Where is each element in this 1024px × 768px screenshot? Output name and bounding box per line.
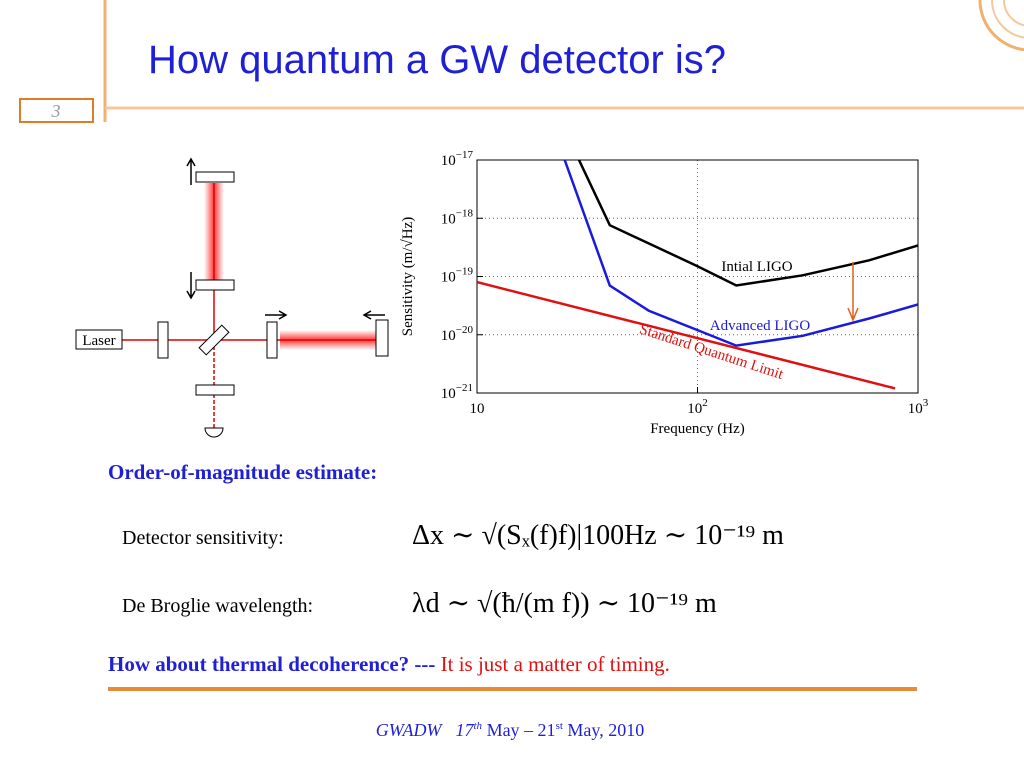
tick-label-exp: −18 — [456, 207, 474, 219]
question-text: How about thermal decoherence? --- — [108, 652, 435, 676]
tick-label-base: 10 — [441, 270, 456, 286]
question-answer: It is just a matter of timing. — [441, 652, 670, 676]
row-label: Detector sensitivity: — [122, 527, 284, 549]
series-line — [563, 160, 918, 347]
series-line — [577, 160, 918, 287]
series-label: Advanced LIGO — [710, 318, 811, 334]
tick-label-exp: −19 — [456, 266, 474, 278]
interferometer-diagram — [75, 157, 389, 438]
tick-label-exp: −20 — [456, 324, 474, 336]
row-label: De Broglie wavelength: — [122, 595, 313, 617]
tick-label-base: 10 — [441, 153, 456, 169]
footer-text: th — [474, 720, 483, 732]
tick-label-base: 10 — [441, 328, 456, 344]
laser-label: Laser — [82, 333, 115, 349]
formula: Δx ∼ √(Sₓ(f)f)|100Hz ∼ 10⁻¹⁹ m — [412, 520, 784, 551]
tick-label-exp: −17 — [456, 149, 474, 161]
formula: λd ∼ √(ħ/(m f)) ∼ 10⁻¹⁹ m — [412, 588, 717, 619]
footer-text: May – 21 — [482, 720, 556, 740]
plot-frame — [476, 159, 919, 394]
tick-label: 103 — [908, 397, 929, 417]
tick-label-base: 10 — [687, 401, 702, 417]
footer: GWADW 17th May – 21st May, 2010 — [376, 720, 644, 740]
tick-label-base: 10 — [441, 386, 456, 402]
estimate-heading: Order-of-magnitude estimate: — [108, 460, 377, 484]
footer-text: 17 — [456, 720, 475, 740]
tick-label: 10−20 — [441, 324, 474, 344]
tick-label: 10−17 — [441, 149, 474, 169]
tick-label: 102 — [687, 397, 708, 417]
series-line — [477, 280, 896, 390]
tick-label: 10 — [470, 401, 485, 417]
decoration — [19, 0, 1024, 691]
improvement-arrow — [847, 262, 859, 322]
series-label: Intial LIGO — [721, 259, 792, 275]
y-axis-label: Sensitivity (m/√Hz) — [400, 217, 416, 336]
tick-label-base: 10 — [441, 211, 456, 227]
footer-text: st — [556, 720, 563, 732]
tick-label-exp: −21 — [456, 382, 473, 394]
footer-event: GWADW — [376, 720, 444, 740]
tick-label-exp: 3 — [923, 397, 929, 409]
tick-label-base: 10 — [908, 401, 923, 417]
footer-text: May, 2010 — [563, 720, 644, 740]
x-axis-label: Frequency (Hz) — [650, 421, 745, 437]
slide-title: How quantum a GW detector is? — [148, 38, 726, 82]
tick-label: 10−18 — [441, 207, 474, 227]
question: How about thermal decoherence? --- It is… — [108, 652, 670, 676]
tick-label: 10−19 — [441, 266, 474, 286]
tick-label-exp: 2 — [702, 397, 708, 409]
tick-label: 10−21 — [441, 382, 473, 402]
page-number: 3 — [51, 101, 61, 121]
plot-lines — [477, 160, 918, 390]
